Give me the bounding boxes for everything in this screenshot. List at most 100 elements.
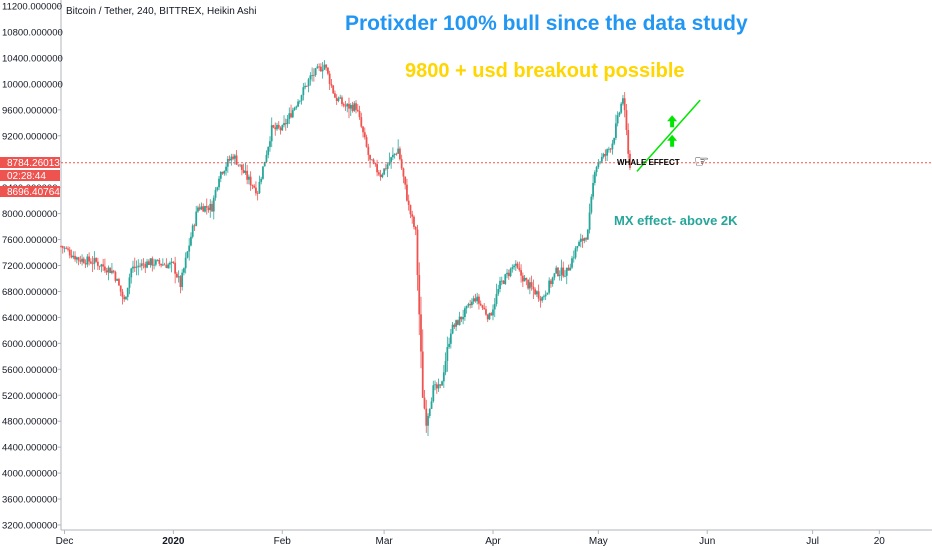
candle-body — [541, 297, 544, 301]
candle-body — [523, 277, 526, 282]
candle-body — [600, 156, 603, 162]
annotation-mx-effect: MX effect- above 2K — [614, 213, 738, 228]
candle-body — [499, 280, 501, 290]
candle-body — [416, 229, 419, 275]
candle-body — [537, 291, 540, 299]
candle-body — [420, 314, 422, 352]
candle-body — [219, 171, 222, 179]
candle-body — [144, 264, 147, 268]
y-tick-label: 5600.000000 — [2, 365, 57, 376]
candle-body — [154, 260, 157, 265]
candle-body — [625, 110, 628, 131]
x-tick-label: Jun — [699, 536, 715, 547]
candle-body — [283, 123, 285, 126]
candle-body — [209, 203, 212, 211]
y-tick-label: 9200.000000 — [2, 131, 57, 142]
price-label-second-text: 8696.40764 — [7, 187, 60, 198]
candle-body — [175, 273, 178, 278]
candle-body — [139, 265, 141, 267]
y-tick-label: 10400.000000 — [2, 53, 63, 64]
candle-body — [165, 265, 168, 268]
candle-body — [558, 274, 561, 277]
candle-body — [469, 303, 472, 306]
candle-body — [253, 185, 256, 188]
candle-body — [444, 360, 447, 373]
candle-body — [606, 149, 609, 156]
candle-body — [195, 211, 198, 226]
candle-body — [342, 104, 345, 106]
candle-body — [161, 264, 164, 266]
candle-body — [377, 172, 380, 175]
x-tick-label: 2020 — [162, 536, 185, 547]
candle-body — [548, 280, 551, 293]
candle-body — [267, 146, 270, 155]
candle-body — [428, 408, 431, 416]
candle-body — [516, 263, 519, 268]
candle-body — [137, 265, 140, 267]
candle-body — [61, 246, 64, 248]
candle-body — [246, 170, 249, 180]
candle-body — [221, 171, 224, 174]
candle-body — [130, 268, 133, 278]
candle-body — [263, 161, 266, 167]
candle-body — [325, 64, 328, 68]
candle-body — [337, 98, 340, 101]
y-tick-label: 10800.000000 — [2, 27, 63, 38]
x-tick-label: Dec — [56, 536, 74, 547]
candle-body — [479, 303, 482, 306]
candle-body — [495, 293, 498, 304]
candle-body — [583, 238, 586, 241]
candle-body — [395, 153, 398, 155]
candle-body — [502, 280, 505, 284]
candle-body — [237, 164, 240, 166]
candle-body — [622, 98, 624, 104]
candle-body — [586, 229, 589, 240]
candle-body — [544, 294, 547, 297]
candle-body — [86, 256, 89, 265]
candle-body — [557, 267, 559, 277]
candle-body — [270, 125, 273, 142]
candle-body — [504, 274, 507, 284]
candle-body — [177, 276, 180, 278]
candle-body — [91, 263, 94, 265]
candle-body — [170, 261, 173, 263]
pointing-hand-icon: ☞ — [694, 152, 710, 171]
candle-body — [367, 146, 370, 155]
candle-body — [181, 272, 184, 287]
candle-body — [623, 98, 626, 111]
y-tick-label: 4800.000000 — [2, 417, 57, 428]
candle-body — [75, 257, 78, 260]
candle-body — [240, 164, 243, 170]
candle-body — [188, 245, 191, 252]
candle-body — [629, 153, 631, 168]
annotation-subtitle: 9800 + usd breakout possible — [405, 60, 685, 82]
candle-body — [305, 85, 308, 87]
candle-body — [456, 320, 459, 325]
candle-body — [532, 286, 535, 290]
candle-body — [228, 158, 231, 161]
green-up-arrow-icon — [667, 134, 678, 147]
candle-body — [581, 238, 584, 241]
candle-body — [251, 185, 254, 187]
candle-body — [74, 255, 76, 260]
candle-body — [126, 287, 129, 297]
candle-body — [413, 216, 415, 227]
candle-body — [309, 75, 312, 80]
candle-body — [506, 272, 508, 275]
candle-body — [474, 298, 477, 302]
candle-body — [386, 164, 389, 169]
candle-body — [295, 106, 298, 108]
candle-body — [411, 214, 414, 217]
candle-body — [458, 316, 461, 325]
candle-body — [272, 125, 275, 128]
candle-body — [571, 258, 573, 268]
candle-body — [430, 401, 433, 409]
candle-body — [239, 164, 242, 166]
x-tick-label: Feb — [274, 536, 292, 547]
candle-body — [599, 161, 602, 163]
candle-body — [193, 225, 196, 227]
candle-body — [604, 154, 607, 156]
candle-body — [223, 170, 226, 174]
candle-body — [560, 267, 563, 275]
